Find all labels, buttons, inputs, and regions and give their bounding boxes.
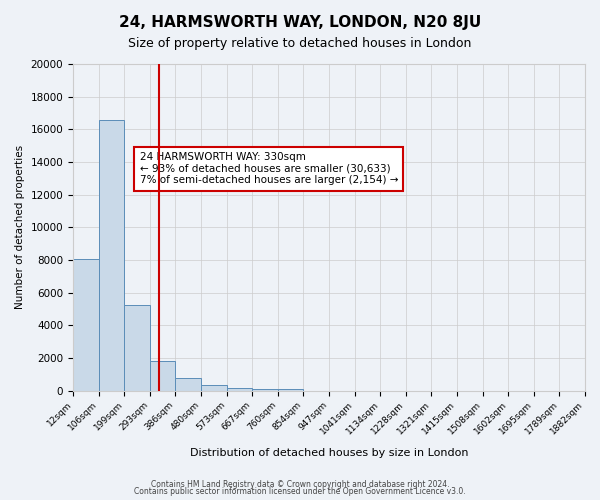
Text: Contains HM Land Registry data © Crown copyright and database right 2024.: Contains HM Land Registry data © Crown c…	[151, 480, 449, 489]
Text: Contains public sector information licensed under the Open Government Licence v3: Contains public sector information licen…	[134, 487, 466, 496]
Bar	[252, 389, 278, 390]
Text: 24 HARMSWORTH WAY: 330sqm
← 93% of detached houses are smaller (30,633)
7% of se: 24 HARMSWORTH WAY: 330sqm ← 93% of detac…	[140, 152, 398, 186]
X-axis label: Distribution of detached houses by size in London: Distribution of detached houses by size …	[190, 448, 468, 458]
Bar	[98, 120, 124, 390]
Text: 24, HARMSWORTH WAY, LONDON, N20 8JU: 24, HARMSWORTH WAY, LONDON, N20 8JU	[119, 15, 481, 30]
Bar	[227, 388, 252, 390]
Bar	[175, 378, 201, 390]
Bar	[124, 305, 150, 390]
Text: Size of property relative to detached houses in London: Size of property relative to detached ho…	[128, 38, 472, 51]
Bar	[201, 385, 227, 390]
Bar	[150, 361, 175, 390]
Y-axis label: Number of detached properties: Number of detached properties	[15, 145, 25, 310]
Bar	[73, 259, 98, 390]
